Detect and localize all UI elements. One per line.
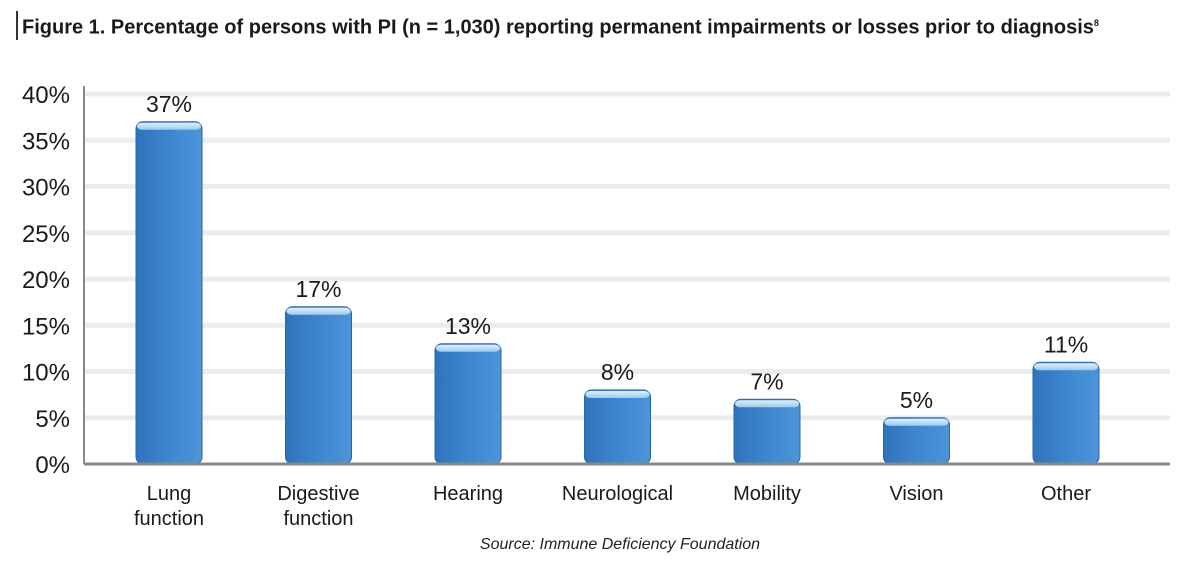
bar <box>135 121 203 465</box>
y-tick-label: 35% <box>22 128 70 155</box>
bars <box>135 121 1100 465</box>
bar-body <box>135 121 203 465</box>
value-label: 7% <box>750 368 783 394</box>
y-tick-label: 5% <box>35 406 70 433</box>
gridlines <box>84 91 1170 421</box>
bar <box>285 306 352 465</box>
bar <box>883 417 950 465</box>
value-label: 11% <box>1044 331 1088 357</box>
y-tick-label: 30% <box>22 175 70 202</box>
y-tick-label: 25% <box>22 221 70 248</box>
x-tick-label: Other <box>1041 483 1091 505</box>
x-tick-label: Lung function <box>134 483 204 530</box>
value-label: 13% <box>445 313 491 339</box>
y-tick-label: 10% <box>22 360 70 387</box>
bar <box>1032 361 1100 465</box>
y-tick-label: 40% <box>22 82 70 109</box>
bar <box>733 398 801 465</box>
x-tick-label: Mobility <box>733 483 801 505</box>
bar-body <box>434 343 502 465</box>
x-tick-label: Digestive function <box>277 483 359 530</box>
y-tick-label: 15% <box>22 313 70 340</box>
x-tick-label: Vision <box>889 483 943 505</box>
x-axis-ticks: Lung function Digestive function Hearing Neur… <box>134 483 1091 530</box>
x-tick-label: Neurological <box>562 483 673 505</box>
y-tick-label: 0% <box>35 452 70 479</box>
y-axis-ticks: 0% 5% 10% 15% 20% 25% 30% 35% 40% <box>22 82 70 479</box>
value-label: 5% <box>900 387 933 413</box>
source-note: Source: Immune Deficiency Foundation <box>479 536 761 553</box>
value-label: 17% <box>295 276 341 302</box>
y-tick-label: 20% <box>22 267 70 294</box>
chart-title-text: Figure 1. Percentage of persons with PI … <box>22 16 1094 39</box>
bar <box>584 389 651 465</box>
bar <box>434 343 502 465</box>
bar-highlight <box>585 391 650 398</box>
bar-highlight <box>1034 363 1098 371</box>
bar-highlight <box>286 307 351 315</box>
chart-title: Figure 1. Percentage of persons with PI … <box>16 11 1099 40</box>
bar-highlight <box>884 418 949 426</box>
value-labels: 37% 17% 13% 8% 7% 5% 11% <box>146 91 1088 413</box>
bar-body <box>733 398 801 465</box>
bar-highlight <box>137 122 201 130</box>
value-label: 8% <box>601 359 634 385</box>
bar-body <box>285 306 352 465</box>
bar-body <box>584 389 651 465</box>
bar-highlight <box>436 344 500 352</box>
value-label: 37% <box>146 91 192 117</box>
axes <box>83 86 1170 466</box>
bar-body <box>1032 361 1100 465</box>
x-tick-label: Hearing <box>433 483 503 505</box>
title-footnote-ref: 8 <box>1093 18 1099 28</box>
bar-highlight <box>735 400 799 408</box>
